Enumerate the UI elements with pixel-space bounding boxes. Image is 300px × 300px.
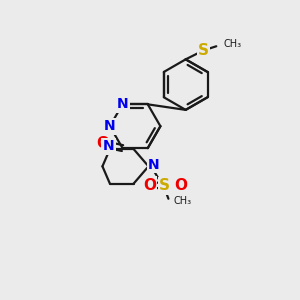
Text: S: S (159, 178, 170, 193)
Text: CH₃: CH₃ (224, 39, 242, 49)
Text: N: N (117, 97, 128, 111)
Text: O: O (174, 178, 187, 193)
Text: S: S (198, 43, 209, 58)
Text: O: O (143, 178, 156, 193)
Text: N: N (103, 139, 114, 153)
Text: O: O (97, 136, 110, 151)
Text: CH₃: CH₃ (174, 196, 192, 206)
Text: N: N (104, 119, 116, 133)
Text: N: N (148, 158, 160, 172)
